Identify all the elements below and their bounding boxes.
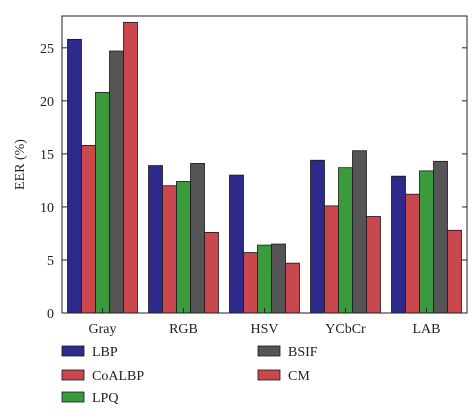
bar-coalbp-gray xyxy=(81,145,96,314)
bar-bsif-gray xyxy=(109,50,124,314)
x-axis: Gray RGB HSV YCbCr LAB xyxy=(89,308,441,337)
x-tick-label: Gray xyxy=(89,322,117,337)
legend: LBP CoALBP LPQ BSIF CM xyxy=(61,345,318,406)
legend-label-lbp: LBP xyxy=(92,345,118,360)
y-tick-label: 10 xyxy=(40,201,54,216)
legend-label-coalbp: CoALBP xyxy=(92,369,144,384)
x-tick-label: LAB xyxy=(413,322,441,337)
bar-lpq-hsv xyxy=(257,244,272,314)
bar-coalbp-ycbcr xyxy=(324,205,339,314)
legend-swatch-lpq xyxy=(61,391,85,403)
legend-swatch-cm xyxy=(257,369,281,381)
x-tick-label: RGB xyxy=(169,322,198,337)
bar-cm-hsv xyxy=(285,262,300,314)
y-axis-label: EER (%) xyxy=(13,139,28,190)
bar-lbp-gray xyxy=(67,38,82,314)
bar-lpq-ycbcr xyxy=(338,167,353,314)
bar-cm-ycbcr xyxy=(366,216,381,314)
y-tick-label: 25 xyxy=(40,42,54,57)
bar-coalbp-lab xyxy=(405,193,420,314)
bar-lbp-rgb xyxy=(148,165,163,314)
bar-bsif-ycbcr xyxy=(352,150,367,314)
bar-bsif-lab xyxy=(433,160,448,314)
legend-swatch-bsif xyxy=(257,345,281,357)
bar-lbp-lab xyxy=(391,175,406,314)
x-tick-label: YCbCr xyxy=(325,322,366,337)
bar-group xyxy=(67,21,462,314)
bar-coalbp-rgb xyxy=(162,185,177,314)
legend-swatch-coalbp xyxy=(61,369,85,381)
legend-label-bsif: BSIF xyxy=(288,345,318,360)
bar-lpq-lab xyxy=(419,170,434,314)
bar-lpq-gray xyxy=(95,91,110,314)
y-tick-label: 15 xyxy=(40,148,54,163)
legend-label-cm: CM xyxy=(288,369,310,384)
bar-coalbp-hsv xyxy=(243,252,258,314)
x-tick-label: HSV xyxy=(250,322,278,337)
y-tick-label: 0 xyxy=(47,307,54,322)
bar-bsif-rgb xyxy=(190,163,205,314)
y-axis: 0 5 10 15 20 25 xyxy=(40,42,467,322)
y-tick-label: 20 xyxy=(40,95,54,110)
bar-lbp-hsv xyxy=(229,174,244,314)
bar-bsif-hsv xyxy=(271,243,286,314)
bar-cm-rgb xyxy=(204,231,219,314)
y-tick-label: 5 xyxy=(47,254,54,269)
bar-lpq-rgb xyxy=(176,181,191,314)
legend-swatch-lbp xyxy=(61,345,85,357)
bar-cm-gray xyxy=(123,21,138,314)
legend-label-lpq: LPQ xyxy=(92,391,118,406)
bar-lbp-ycbcr xyxy=(310,159,325,314)
bar-cm-lab xyxy=(447,229,462,314)
